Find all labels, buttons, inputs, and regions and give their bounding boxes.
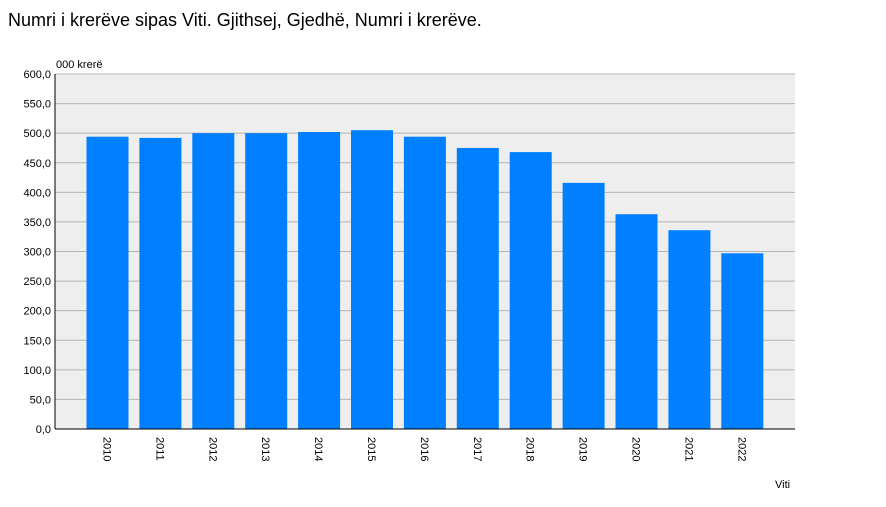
- bar: [562, 182, 605, 429]
- x-tick-label: 2018: [524, 437, 536, 461]
- y-tick-label: 200,0: [23, 306, 51, 318]
- y-tick-label: 350,0: [23, 217, 51, 229]
- x-tick-label: 2017: [471, 437, 483, 461]
- y-tick-label: 500,0: [23, 128, 51, 140]
- bar: [298, 131, 341, 429]
- y-axis-label: 000 krerë: [56, 59, 102, 71]
- bar: [615, 214, 658, 429]
- x-tick-label: 2010: [101, 437, 113, 461]
- x-tick-label: 2012: [206, 437, 218, 461]
- x-axis-label: Viti: [775, 479, 790, 491]
- bar: [721, 253, 764, 429]
- y-tick-label: 0,0: [36, 424, 51, 436]
- bar: [403, 136, 446, 429]
- x-tick-label: 2022: [735, 437, 747, 461]
- y-tick-label: 600,0: [23, 69, 51, 81]
- bar: [192, 133, 235, 429]
- y-tick-label: 150,0: [23, 335, 51, 347]
- x-tick-label: 2021: [682, 437, 694, 461]
- y-tick-label: 50,0: [30, 394, 51, 406]
- y-tick-label: 400,0: [23, 187, 51, 199]
- bar: [668, 230, 711, 429]
- x-tick-label: 2011: [153, 437, 165, 461]
- y-tick-label: 250,0: [23, 276, 51, 288]
- x-tick-label: 2019: [577, 437, 589, 461]
- bar: [86, 136, 129, 429]
- x-tick-label: 2020: [630, 437, 642, 461]
- chart-title: Numri i krerëve sipas Viti. Gjithsej, Gj…: [8, 10, 482, 30]
- y-tick-label: 100,0: [23, 365, 51, 377]
- x-tick-label: 2015: [365, 437, 377, 461]
- y-tick-label: 550,0: [23, 99, 51, 111]
- bar: [509, 152, 552, 429]
- bar: [456, 147, 499, 430]
- x-tick-label: 2014: [312, 437, 324, 461]
- bar: [139, 137, 182, 429]
- bar: [245, 133, 288, 429]
- x-tick-label: 2013: [259, 437, 271, 461]
- y-tick-label: 300,0: [23, 247, 51, 259]
- x-tick-label: 2016: [418, 437, 430, 461]
- y-tick-label: 450,0: [23, 158, 51, 170]
- bar: [351, 130, 393, 430]
